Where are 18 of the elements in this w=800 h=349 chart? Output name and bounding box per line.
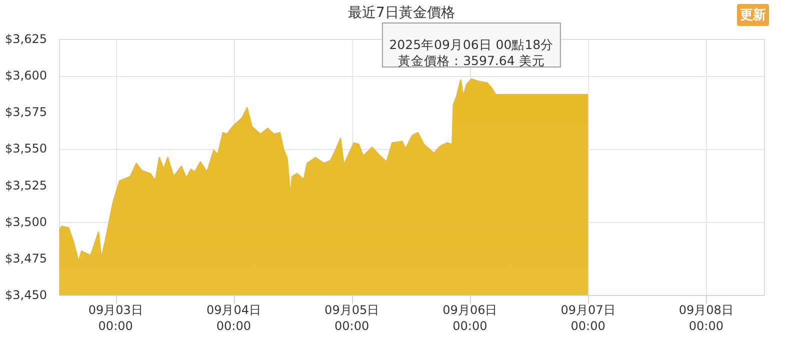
- x-tick-label: 09月04日 00:00: [206, 303, 261, 333]
- y-tick-label: $3,625: [5, 32, 47, 46]
- text: 更新: [740, 7, 766, 23]
- y-tick-label: $3,475: [5, 251, 47, 266]
- annotation: 2025年09月06日 00點18分: [389, 37, 554, 52]
- x-tick-label: 09月08日 00:00: [678, 303, 734, 333]
- x-tick-label: 09月03日 00:00: [88, 303, 143, 333]
- y-tick-label: $3,550: [5, 142, 47, 156]
- x-tick-label: 09月06日 00:00: [442, 303, 498, 333]
- x-tick-label: 09月07日 00:00: [560, 303, 616, 333]
- annotation: 黃金價格：3597.64 美元: [398, 53, 545, 68]
- chart-title: 最近7日黃金價格: [348, 5, 455, 21]
- x-tick-label: 09月05日 00:00: [324, 303, 380, 333]
- y-tick-label: $3,575: [5, 105, 47, 120]
- y-tick-label: $3,525: [5, 178, 47, 192]
- y-tick-label: $3,450: [5, 288, 47, 302]
- y-tick-label: $3,500: [5, 214, 47, 229]
- y-tick-label: $3,600: [5, 68, 47, 83]
